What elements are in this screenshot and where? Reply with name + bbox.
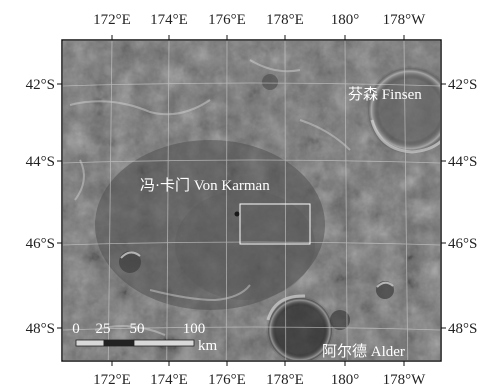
scale-tick-50: 50	[130, 321, 145, 337]
meridian-line	[166, 41, 170, 360]
left-lat-label: 42°S	[26, 77, 55, 93]
study-area-box	[239, 203, 311, 245]
finsen-label: 芬森 Finsen	[348, 86, 422, 103]
top-longitude-labels: 172°E 174°E 176°E 178°E 180° 178°W	[93, 12, 426, 28]
right-lat-label: 48°S	[448, 321, 477, 337]
scale-unit: km	[198, 338, 218, 354]
scale-segment-2	[103, 339, 135, 347]
alder-crater	[266, 294, 334, 360]
top-lon-label: 174°E	[150, 12, 188, 28]
top-lon-label: 180°	[331, 12, 360, 28]
left-lat-label: 46°S	[26, 236, 55, 252]
parallel-line	[63, 82, 440, 87]
terrain-image	[63, 41, 440, 360]
top-lon-label: 178°W	[383, 12, 426, 28]
right-lat-label: 42°S	[448, 77, 477, 93]
parallel-line	[63, 241, 440, 246]
bottom-lon-label: 178°E	[266, 372, 304, 388]
alder-label: 阿尔德 Alder	[322, 342, 405, 360]
bottom-lon-label: 176°E	[208, 372, 246, 388]
meridian-line	[403, 41, 409, 360]
right-latitude-labels: 42°S 44°S 46°S 48°S	[448, 77, 477, 337]
bottom-lon-label: 172°E	[93, 372, 131, 388]
top-lon-label: 176°E	[208, 12, 246, 28]
top-lon-label: 178°E	[266, 12, 304, 28]
bottom-longitude-labels: 172°E 174°E 176°E 178°E 180° 178°W	[93, 372, 426, 388]
bottom-lon-label: 180°	[331, 372, 360, 388]
right-lat-label: 46°S	[448, 236, 477, 252]
scale-bar: 0 25 50 100 km	[72, 321, 217, 354]
small-craters	[119, 74, 394, 330]
frame-ticks	[57, 35, 446, 366]
map-frame	[61, 39, 442, 362]
ridges	[69, 59, 351, 336]
scale-tick-0: 0	[72, 321, 80, 337]
scale-tick-100: 100	[183, 321, 206, 337]
graticule	[63, 41, 440, 360]
scale-segment-1	[75, 339, 105, 347]
finsen-crater	[366, 66, 440, 154]
bottom-lon-label: 174°E	[150, 372, 188, 388]
von-karman-label: 冯·卡门 Von Karman	[140, 177, 270, 194]
parallel-line	[63, 159, 440, 164]
bottom-lon-label: 178°W	[383, 372, 426, 388]
parallel-line	[63, 326, 440, 331]
meridian-line	[284, 41, 287, 360]
left-lat-label: 48°S	[26, 321, 55, 337]
scale-tick-25: 25	[96, 321, 111, 337]
meridian-line	[107, 41, 113, 360]
top-lon-label: 172°E	[93, 12, 131, 28]
right-lat-label: 44°S	[448, 154, 477, 170]
left-lat-label: 44°S	[26, 154, 55, 170]
left-latitude-labels: 42°S 44°S 46°S 48°S	[26, 77, 55, 337]
scale-segment-3	[133, 339, 195, 347]
meridian-line	[344, 41, 348, 360]
meridian-line	[225, 41, 228, 360]
